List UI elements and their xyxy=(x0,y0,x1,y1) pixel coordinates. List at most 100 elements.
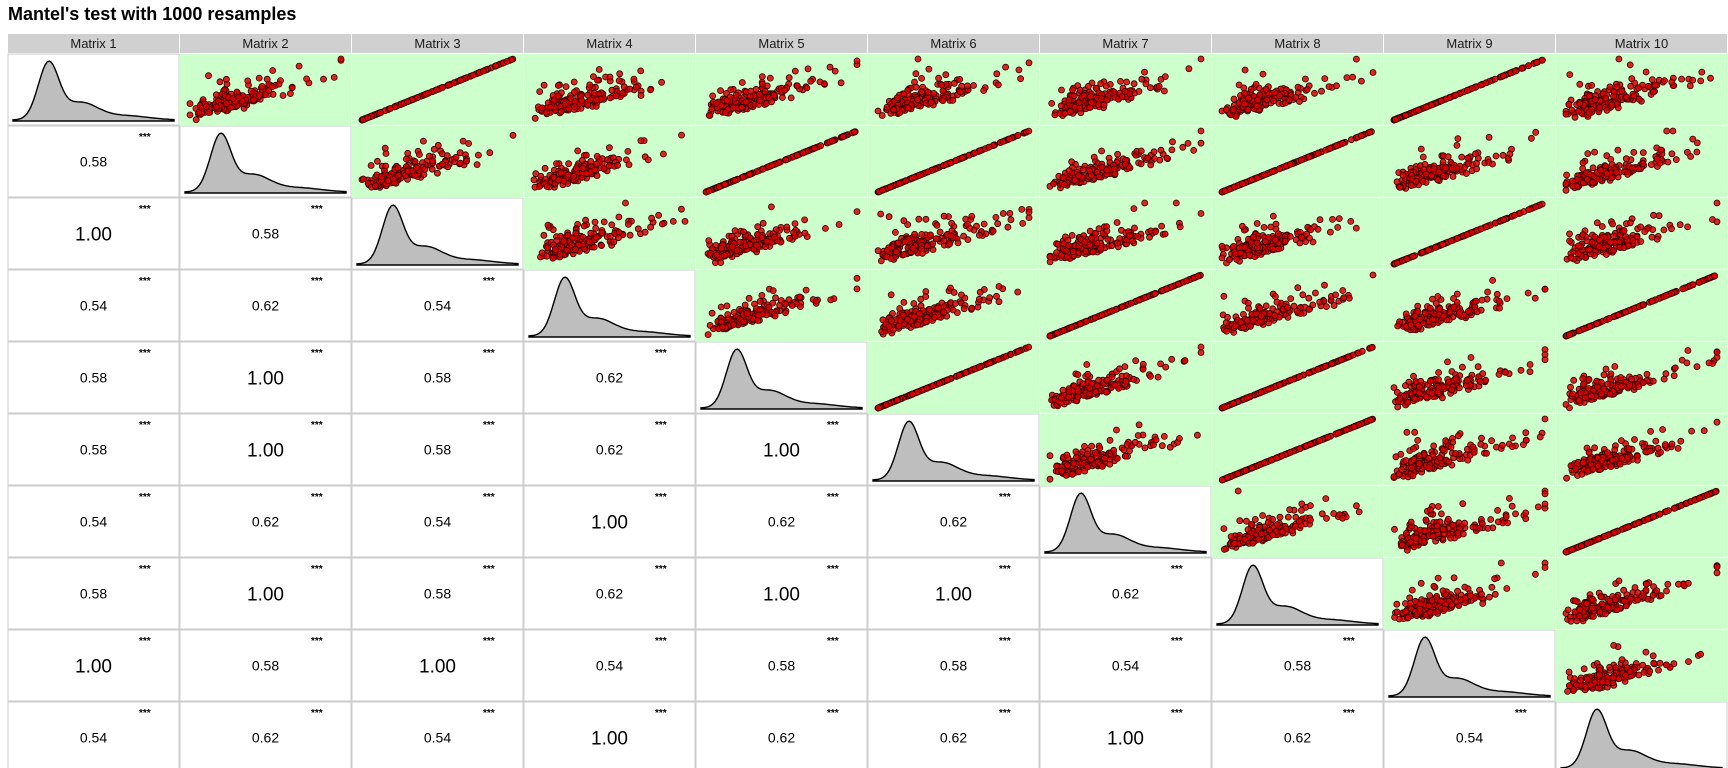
scatter-point xyxy=(900,217,908,225)
scatter-point xyxy=(1500,72,1507,80)
scatter-point xyxy=(538,104,546,112)
scatter-point xyxy=(804,65,812,73)
scatter-point xyxy=(1076,320,1084,328)
scatter-point xyxy=(1518,64,1526,72)
scatter-point xyxy=(1463,231,1471,238)
scatter-point xyxy=(1318,87,1325,95)
scatter-point xyxy=(579,164,586,172)
scatter-point xyxy=(794,82,801,90)
scatter-point xyxy=(1571,113,1579,121)
scatter-point xyxy=(1025,127,1033,135)
scatter-point xyxy=(1672,156,1680,164)
scatter-point xyxy=(1454,234,1461,242)
scatter-point xyxy=(598,242,605,250)
scatter-point xyxy=(779,94,786,101)
scatter-point xyxy=(1076,104,1084,112)
scatter-point xyxy=(1141,68,1148,76)
scatter-point xyxy=(1584,175,1591,183)
scatter-point xyxy=(1323,303,1330,311)
scatter-point xyxy=(1059,174,1067,181)
scatter-point xyxy=(924,168,932,176)
scatter-point xyxy=(1259,70,1267,78)
scatter-point xyxy=(1269,168,1276,176)
scatter-point xyxy=(1347,217,1355,225)
scatter-point xyxy=(452,153,460,161)
scatter-point xyxy=(853,208,861,216)
scatter-point xyxy=(1068,231,1076,239)
scatter-point xyxy=(1065,167,1073,175)
scatter-points xyxy=(186,55,345,124)
scatter-point xyxy=(590,89,598,97)
scatter-point xyxy=(1190,146,1198,154)
column-strip xyxy=(352,34,523,53)
scatter-point xyxy=(1004,223,1012,231)
scatter-point xyxy=(644,156,652,164)
scatter-point xyxy=(874,107,882,115)
scatter-point xyxy=(1444,153,1452,161)
scatter-point xyxy=(746,170,754,178)
scatter-point xyxy=(1655,212,1663,220)
scatter-point xyxy=(947,159,954,167)
scatter-point xyxy=(958,82,966,90)
scatter-point xyxy=(1345,294,1353,302)
scatter-point xyxy=(925,65,933,73)
scatter-point xyxy=(1533,58,1541,66)
scatter-point xyxy=(1252,81,1260,88)
scatter-point xyxy=(606,144,613,152)
scatter-point xyxy=(796,293,804,301)
scatter-point xyxy=(1417,145,1425,153)
column-strip-label: Matrix 10 xyxy=(1615,36,1668,51)
scatter-point xyxy=(1684,223,1691,231)
scatter-point xyxy=(669,217,677,225)
scatter-point xyxy=(782,309,789,317)
scatter-point xyxy=(394,164,402,172)
scatter-point xyxy=(853,285,861,293)
scatter-point xyxy=(590,243,598,251)
column-strip-label: Matrix 9 xyxy=(1446,36,1492,51)
scatter-point xyxy=(1366,128,1374,136)
scatter-point xyxy=(428,165,436,173)
scatter-point xyxy=(964,82,971,90)
scatter-point xyxy=(607,232,614,240)
significance-stars: *** xyxy=(311,276,323,287)
scatter-point xyxy=(758,73,766,80)
scatter-point xyxy=(1070,92,1078,100)
scatter-point xyxy=(705,237,713,245)
scatter-point xyxy=(1135,296,1143,304)
scatter-point xyxy=(1645,82,1652,90)
scatter-point xyxy=(912,70,920,78)
scatter-point xyxy=(708,105,716,113)
scatter-point xyxy=(553,160,560,168)
scatter-point xyxy=(1576,100,1584,107)
scatter-point xyxy=(1428,172,1435,180)
scatter-point xyxy=(1439,158,1447,166)
scatter-point xyxy=(1305,306,1313,313)
scatter-point xyxy=(1297,156,1305,164)
scatter-point xyxy=(910,300,918,307)
scatter-point xyxy=(1334,223,1342,231)
scatter-point xyxy=(1079,166,1087,174)
scatter-point xyxy=(547,103,554,111)
scatter-point xyxy=(705,187,713,195)
scatter-point xyxy=(1006,209,1014,217)
scatter-point xyxy=(1110,165,1118,173)
scatter-point xyxy=(565,105,573,112)
scatter-point xyxy=(1269,212,1277,220)
scatter-point xyxy=(1524,289,1532,297)
scatter-point xyxy=(1430,165,1438,173)
scatter-point xyxy=(736,238,744,246)
significance-stars: *** xyxy=(311,204,323,215)
scatter-point xyxy=(770,91,778,99)
scatter-point xyxy=(492,62,500,70)
scatter-point xyxy=(1493,290,1501,298)
scatter-point xyxy=(1168,146,1176,154)
scatter-point xyxy=(1276,165,1283,173)
scatter-point xyxy=(756,90,763,98)
scatter-point xyxy=(1369,69,1377,76)
scatter-point xyxy=(1595,243,1603,251)
scatter-point xyxy=(933,221,941,229)
scatter-point xyxy=(761,87,769,95)
scatter-point xyxy=(783,223,791,231)
scatter-point xyxy=(1103,166,1111,174)
scatter-point xyxy=(812,297,820,305)
